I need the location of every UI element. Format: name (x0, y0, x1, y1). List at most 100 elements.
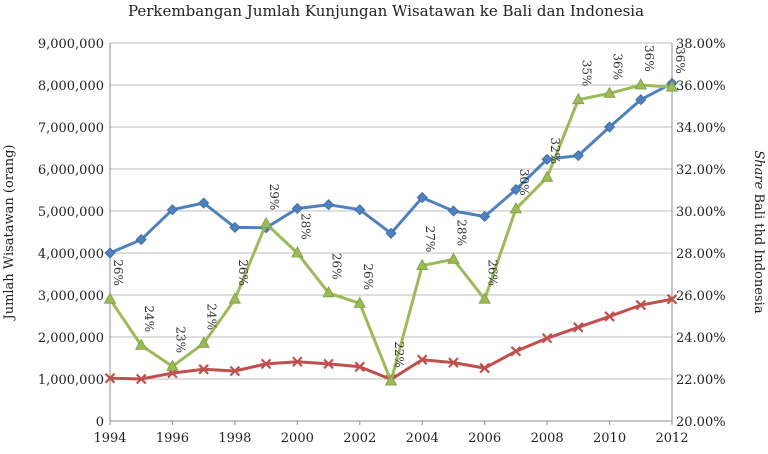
data-label: 26% (361, 263, 375, 290)
data-label: 36% (673, 47, 687, 74)
data-label: 26% (236, 259, 250, 286)
data-point-x (573, 322, 584, 333)
data-point-diamond (635, 94, 647, 106)
series-line (109, 81, 673, 255)
y2-tick-label: 30.00% (676, 205, 726, 220)
data-point-triangle (509, 202, 523, 214)
data-point-x (510, 346, 522, 357)
y2-tick-label: 24.00% (676, 331, 726, 346)
y-tick-label: 9,000,000 (38, 37, 104, 52)
y2-axis-title: Share Bali thd Indonesia (751, 150, 766, 313)
data-label: 30% (517, 169, 531, 196)
data-point-x (292, 356, 303, 368)
data-point-x (416, 354, 428, 365)
data-point-x (604, 311, 615, 322)
x-tick-label: 2000 (281, 431, 314, 446)
data-point-triangle (353, 296, 366, 308)
y2-tick-label: 32.00% (676, 163, 726, 178)
y-tick-label: 7,000,000 (38, 121, 104, 136)
y-tick-label: 8,000,000 (38, 79, 104, 94)
data-point-triangle (322, 286, 335, 298)
grid (110, 42, 672, 380)
data-point-diamond (135, 233, 147, 246)
y-tick-label: 6,000,000 (38, 163, 104, 178)
data-point-triangle (540, 170, 554, 182)
data-point-triangle (259, 216, 273, 229)
data-point-x (448, 357, 459, 368)
data-label: 36% (642, 45, 656, 72)
y2-tick-label: 26.00% (676, 289, 726, 304)
x-tick-label: 1994 (93, 431, 126, 446)
data-point-x (479, 362, 490, 374)
data-point-x (666, 293, 678, 305)
y-tick-label: 4,000,000 (38, 247, 104, 262)
data-point-triangle (197, 336, 210, 348)
y-axis-title: Jumlah Wisatawan (orang) (2, 144, 17, 321)
data-label: 24% (205, 303, 219, 330)
data-point-diamond (354, 204, 366, 216)
x-tick-label: 2004 (406, 431, 439, 446)
x-tick-label: 2010 (593, 431, 626, 446)
x-tick-label: 2006 (468, 431, 501, 446)
y2-tick-label: 28.00% (676, 247, 726, 262)
data-point-triangle (103, 292, 117, 304)
data-point-diamond (603, 121, 616, 133)
data-label: 32% (548, 137, 562, 164)
y-tick-label: 3,000,000 (38, 289, 104, 304)
x-tick-label: 1998 (218, 431, 251, 446)
x-tick-label: 2008 (531, 431, 564, 446)
data-point-diamond (229, 221, 241, 233)
x-tick-label: 1996 (156, 431, 189, 446)
data-point-triangle (665, 80, 679, 92)
data-point-diamond (447, 205, 460, 217)
y2-axis-title-prefix: Share (751, 150, 766, 189)
y2-tick-label: 34.00% (676, 121, 726, 136)
data-point-triangle (478, 292, 491, 304)
data-point-triangle (228, 292, 242, 304)
data-label: 26% (111, 259, 125, 286)
data-point-triangle (291, 246, 304, 258)
axes: 0 1,000,000 2,000,000 3,000,000 4,000,000 5,0… (38, 37, 726, 446)
data-point-diamond (385, 227, 397, 239)
data-point-diamond (572, 149, 584, 162)
y-tick-label: 1,000,000 (38, 373, 104, 388)
data-point-diamond (104, 247, 116, 259)
data-point-x (229, 365, 241, 377)
data-label: 27% (423, 226, 437, 253)
data-point-triangle (384, 374, 398, 386)
data-label: 28% (454, 219, 468, 246)
data-point-diamond (510, 184, 522, 196)
y-tick-label: 5,000,000 (38, 205, 104, 220)
y2-tick-label: 22.00% (676, 373, 726, 388)
data-point-x (260, 358, 272, 370)
data-label: 36% (611, 53, 625, 80)
data-label: 24% (142, 305, 156, 332)
data-label: 35% (579, 60, 593, 87)
series-group (103, 77, 679, 386)
data-point-triangle (416, 258, 429, 271)
data-point-triangle (634, 78, 647, 90)
data-point-triangle (166, 359, 179, 371)
data-point-triangle (135, 338, 148, 350)
y-tick-label: 0 (96, 415, 104, 430)
data-point-diamond (322, 199, 335, 211)
data-label: 26% (330, 253, 344, 280)
data-point-x (104, 372, 116, 384)
data-point-diamond (541, 153, 553, 165)
data-label: 28% (298, 213, 312, 240)
y2-tick-label: 38.00% (676, 37, 726, 52)
y2-tick-label: 36.00% (676, 79, 726, 94)
axis-titles: Jumlah Wisatawan (orang) Share Bali thd … (2, 144, 766, 321)
y2-tick-label: 20.00% (676, 415, 726, 430)
x-tick-label: 2002 (343, 431, 376, 446)
data-point-diamond (166, 204, 179, 216)
data-point-triangle (603, 86, 616, 98)
data-label: 23% (173, 326, 187, 353)
data-point-x (198, 364, 209, 375)
series-line (109, 297, 673, 381)
data-point-x (635, 299, 647, 311)
data-point-diamond (479, 210, 491, 223)
data-point-x (135, 373, 147, 385)
data-point-x (354, 361, 366, 373)
